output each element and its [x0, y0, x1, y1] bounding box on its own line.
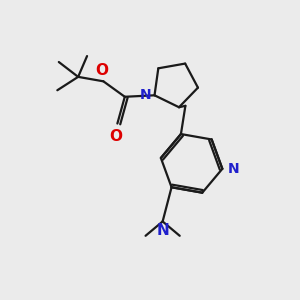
Text: N: N: [140, 88, 152, 102]
Text: O: O: [95, 63, 108, 78]
Text: O: O: [110, 129, 122, 144]
Text: N: N: [228, 162, 239, 176]
Text: N: N: [156, 223, 169, 238]
